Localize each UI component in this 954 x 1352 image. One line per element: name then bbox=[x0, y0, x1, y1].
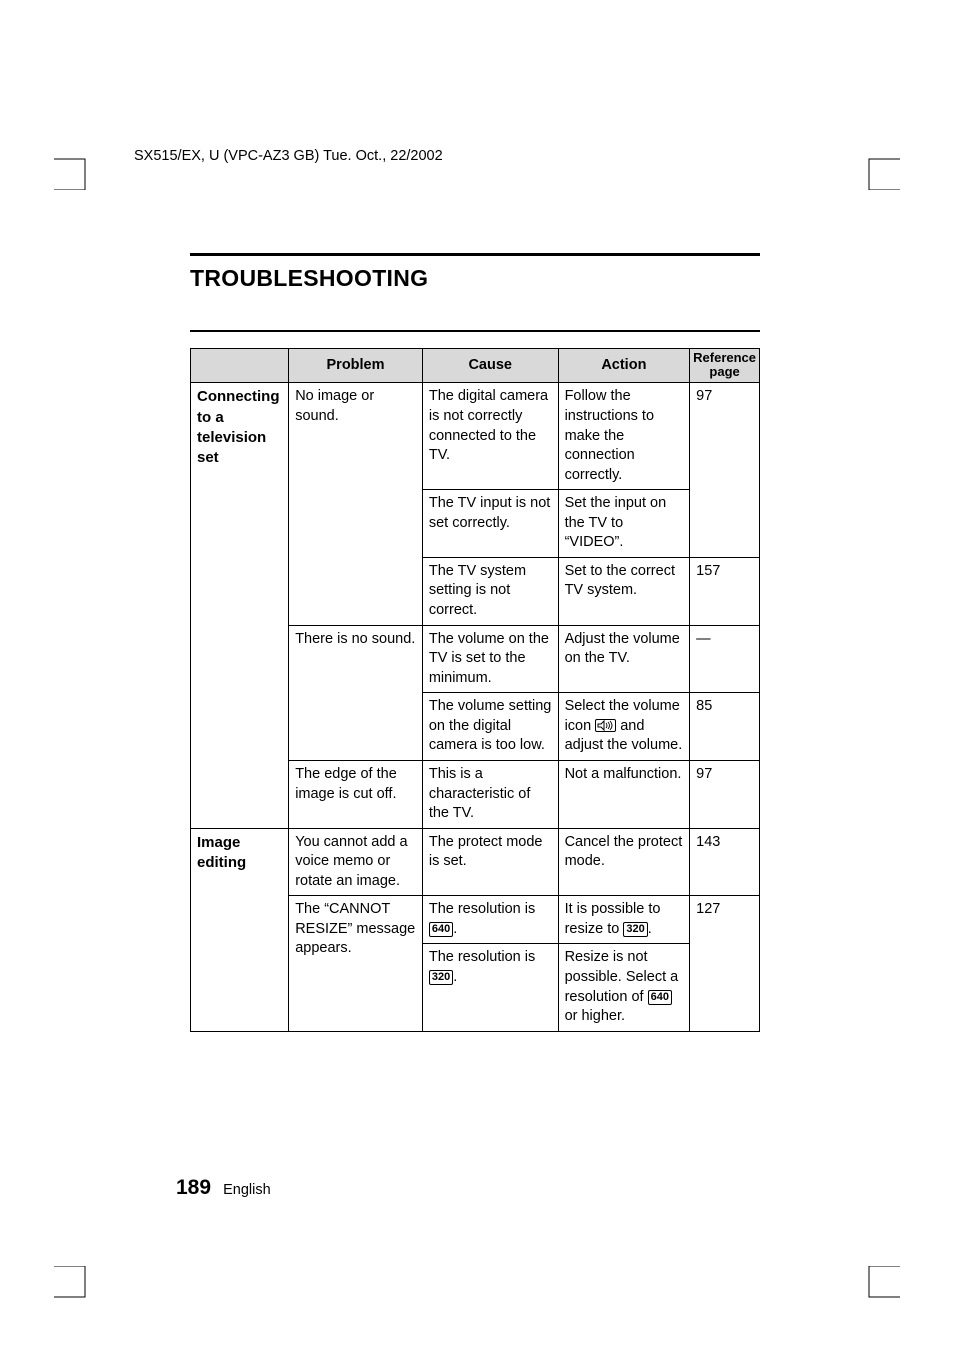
res-box-icon: 320 bbox=[429, 970, 453, 985]
col-section-blank bbox=[191, 348, 289, 383]
cell-cause: The volume on the TV is set to the minim… bbox=[422, 625, 558, 693]
text: . bbox=[648, 921, 652, 937]
text: The resolution is bbox=[429, 901, 535, 917]
cell-action: Set the input on the TV to “VIDEO”. bbox=[558, 490, 690, 558]
troubleshooting-table: Problem Cause Action Reference page Conn… bbox=[190, 348, 760, 1032]
col-cause: Cause bbox=[422, 348, 558, 383]
header-info: SX515/EX, U (VPC-AZ3 GB) Tue. Oct., 22/2… bbox=[134, 148, 443, 164]
page-content: TROUBLESHOOTING Problem Cause Action Ref… bbox=[190, 253, 760, 1032]
section-edit: Image editing bbox=[191, 828, 289, 1031]
cell-action: Not a malfunction. bbox=[558, 760, 690, 828]
cell-problem: You cannot add a voice memo or rotate an… bbox=[289, 828, 423, 896]
table-row: Connecting to a television set No image … bbox=[191, 383, 760, 490]
cell-problem: No image or sound. bbox=[289, 383, 423, 625]
cell-ref: 85 bbox=[690, 693, 760, 761]
cell-cause: This is a characteristic of the TV. bbox=[422, 760, 558, 828]
col-action: Action bbox=[558, 348, 690, 383]
volume-icon bbox=[595, 719, 616, 732]
cell-action: Follow the instructions to make the conn… bbox=[558, 383, 690, 490]
crop-mark-bl bbox=[54, 1266, 100, 1312]
crop-mark-tl bbox=[54, 144, 100, 190]
text: The resolution is bbox=[429, 949, 535, 965]
cell-problem: The edge of the image is cut off. bbox=[289, 760, 423, 828]
text: or higher. bbox=[565, 1008, 625, 1024]
cell-cause: The digital camera is not correctly conn… bbox=[422, 383, 558, 490]
cell-action: Select the volume icon and adjust the vo… bbox=[558, 693, 690, 761]
rule-thin bbox=[190, 330, 760, 332]
section-title: TROUBLESHOOTING bbox=[190, 265, 760, 292]
crop-mark-tr bbox=[854, 144, 900, 190]
rule-thick bbox=[190, 253, 760, 256]
crop-mark-br bbox=[854, 1266, 900, 1312]
res-box-icon: 640 bbox=[429, 922, 453, 937]
col-problem: Problem bbox=[289, 348, 423, 383]
cell-ref: — bbox=[690, 625, 760, 693]
cell-ref: 157 bbox=[690, 557, 760, 625]
table-row: Image editing You cannot add a voice mem… bbox=[191, 828, 760, 896]
footer-lang: English bbox=[223, 1182, 271, 1198]
section-tv: Connecting to a television set bbox=[191, 383, 289, 828]
cell-problem: There is no sound. bbox=[289, 625, 423, 760]
page-number: 189 bbox=[176, 1176, 211, 1199]
cell-cause: The resolution is 640. bbox=[422, 896, 558, 944]
cell-cause: The volume setting on the digital camera… bbox=[422, 693, 558, 761]
cell-ref: 143 bbox=[690, 828, 760, 896]
cell-cause: The protect mode is set. bbox=[422, 828, 558, 896]
cell-ref: 97 bbox=[690, 760, 760, 828]
res-box-icon: 320 bbox=[623, 922, 647, 937]
cell-cause: The TV system setting is not correct. bbox=[422, 557, 558, 625]
cell-action: It is possible to resize to 320. bbox=[558, 896, 690, 944]
table-header-row: Problem Cause Action Reference page bbox=[191, 348, 760, 383]
cell-action: Adjust the volume on the TV. bbox=[558, 625, 690, 693]
text: . bbox=[453, 969, 457, 985]
page-footer: 189 English bbox=[176, 1176, 271, 1200]
col-reference: Reference page bbox=[690, 348, 760, 383]
text: . bbox=[453, 921, 457, 937]
cell-ref: 127 bbox=[690, 896, 760, 1031]
cell-cause: The TV input is not set correctly. bbox=[422, 490, 558, 558]
cell-action: Resize is not possible. Select a resolut… bbox=[558, 944, 690, 1031]
res-box-icon: 640 bbox=[648, 990, 672, 1005]
cell-ref: 97 bbox=[690, 383, 760, 558]
cell-action: Set to the correct TV system. bbox=[558, 557, 690, 625]
cell-action: Cancel the protect mode. bbox=[558, 828, 690, 896]
cell-problem: The “CANNOT RESIZE” message appears. bbox=[289, 896, 423, 1031]
cell-cause: The resolution is 320. bbox=[422, 944, 558, 1031]
